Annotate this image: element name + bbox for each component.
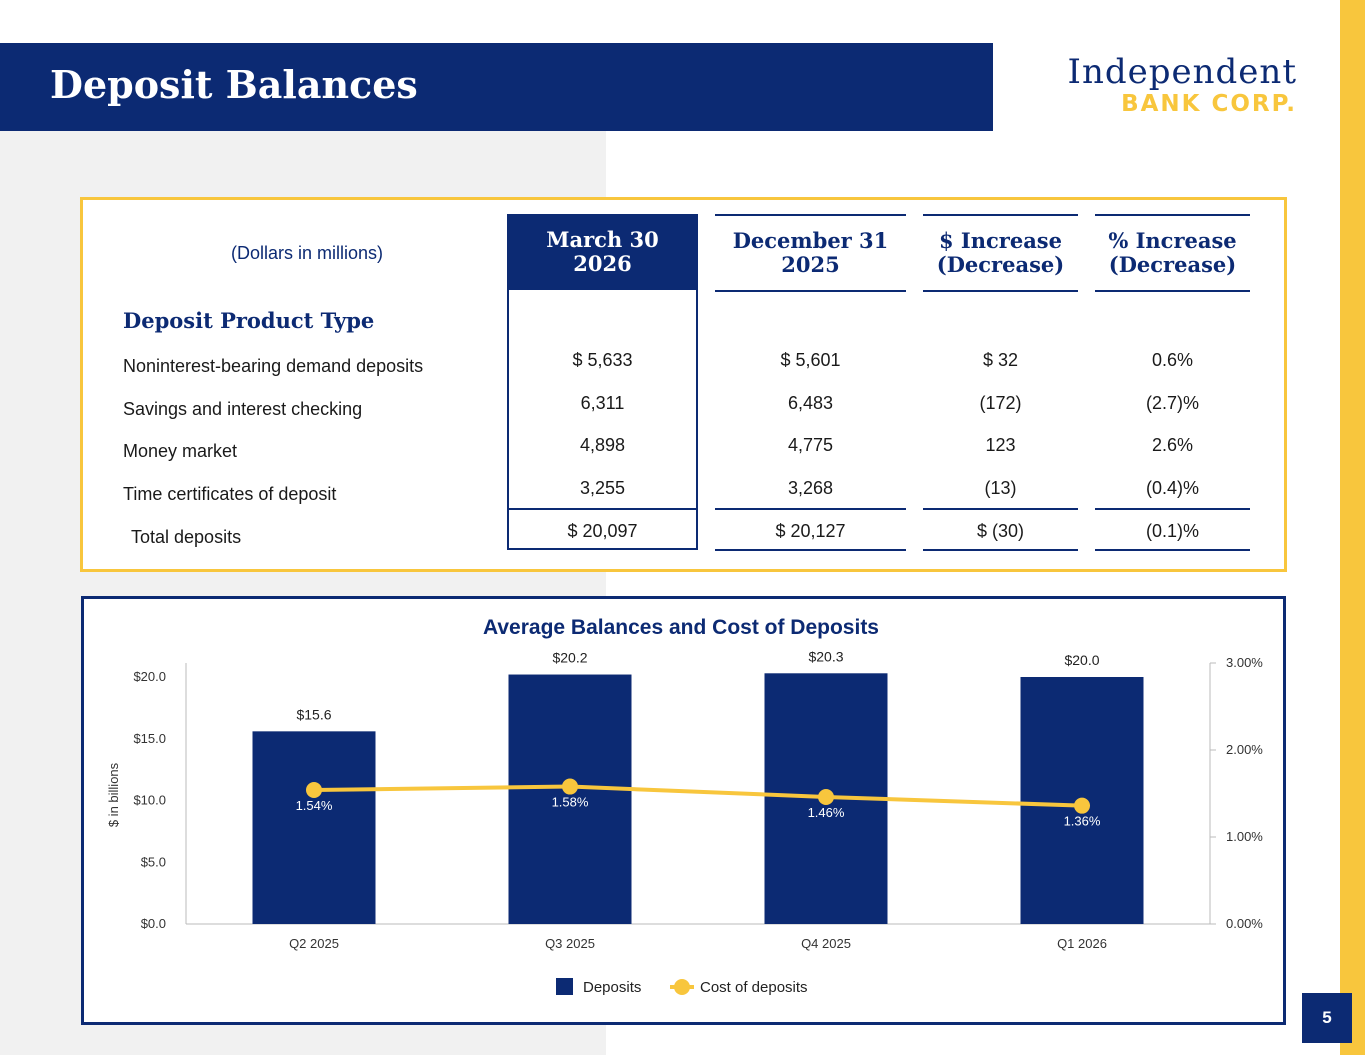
- table-cell: $ 32: [982, 350, 1019, 370]
- table-cell: 2.6%: [1151, 435, 1194, 455]
- table-cell-total: (0.1)%: [1145, 521, 1199, 541]
- legend-label-deposits: Deposits: [583, 979, 641, 996]
- deposit-bar: [252, 731, 376, 924]
- cost-of-deposits-point: [818, 788, 834, 805]
- logo-wordmark: Independent: [1067, 52, 1297, 92]
- cost-of-deposits-point: [1074, 797, 1090, 814]
- table-cell: 6,483: [787, 393, 834, 413]
- total-rule: [923, 508, 1078, 510]
- row-label-noninterest: Noninterest-bearing demand deposits: [123, 356, 424, 376]
- bar-data-label: $20.3: [808, 648, 843, 664]
- title-bar: [0, 43, 993, 131]
- accent-stripe: [1340, 0, 1365, 1055]
- deposit-bar: [508, 674, 632, 924]
- bar-data-label: $15.6: [296, 706, 331, 722]
- total-rule: [715, 508, 906, 510]
- cost-of-deposits-line: [313, 784, 1083, 808]
- table-cell: 3,255: [579, 478, 626, 498]
- table-cell: 123: [985, 435, 1016, 455]
- row-label-total: Total deposits: [131, 527, 242, 547]
- row-label-money-market: Money market: [123, 441, 238, 461]
- y2-tick-label: 3.00%: [1226, 655, 1263, 670]
- units-note: (Dollars in millions): [230, 243, 384, 263]
- table-cell: (0.4)%: [1145, 478, 1199, 498]
- table-cell: (13): [984, 478, 1017, 498]
- bar-data-label: $20.0: [1064, 652, 1099, 668]
- bar-data-label: $20.2: [552, 650, 587, 666]
- y-tick-label: $20.0: [133, 669, 166, 684]
- total-rule: [507, 508, 698, 510]
- cost-of-deposits-point: [306, 782, 322, 799]
- total-rule: [1095, 508, 1250, 510]
- legend-label-cost: Cost of deposits: [700, 979, 808, 996]
- table-cell: (172): [979, 393, 1022, 413]
- x-tick-label: Q4 2025: [801, 936, 851, 951]
- table-cell: 4,898: [579, 435, 626, 455]
- line-data-label: 1.36%: [1064, 814, 1101, 829]
- row-label-time-certificates: Time certificates of deposit: [123, 484, 337, 504]
- page-number: 5: [1302, 993, 1352, 1043]
- table-cell-total: $ 20,127: [775, 521, 846, 541]
- column-header-dollar-change: $ Increase (Decrease): [923, 214, 1078, 292]
- y-axis-label: $ in billions: [106, 762, 121, 827]
- legend-swatch-deposits: [556, 978, 573, 995]
- table-cell: 3,268: [787, 478, 834, 498]
- x-tick-label: Q3 2025: [545, 936, 595, 951]
- cost-of-deposits-point: [562, 778, 578, 795]
- table-cell: (2.7)%: [1145, 393, 1199, 413]
- company-logo: Independent BANK CORP.: [1068, 52, 1297, 118]
- y-tick-label: $0.0: [141, 916, 166, 931]
- line-data-label: 1.58%: [552, 795, 589, 810]
- legend-swatch-cost-marker: [674, 979, 690, 995]
- column-header-percent-change: % Increase (Decrease): [1095, 214, 1250, 292]
- y-tick-label: $10.0: [133, 793, 166, 808]
- line-data-label: 1.46%: [808, 805, 845, 820]
- column-header-december-2025: December 31 2025: [715, 214, 906, 292]
- total-rule: [1095, 549, 1250, 551]
- y-tick-label: $5.0: [141, 854, 166, 869]
- y2-tick-label: 2.00%: [1226, 742, 1263, 757]
- column-header-march-2026: March 30 2026: [507, 214, 698, 290]
- section-label: Deposit Product Type: [123, 308, 375, 333]
- table-cell: $ 5,601: [780, 350, 841, 370]
- table-cell-total: $ 20,097: [567, 521, 638, 541]
- table-cell: 6,311: [580, 393, 625, 413]
- table-cell: 4,775: [787, 435, 834, 455]
- line-data-label: 1.54%: [296, 798, 333, 813]
- x-tick-label: Q2 2025: [289, 936, 339, 951]
- chart-title: Average Balances and Cost of Deposits: [483, 616, 879, 639]
- x-tick-label: Q1 2026: [1057, 936, 1107, 951]
- total-rule: [715, 549, 906, 551]
- y2-tick-label: 1.00%: [1226, 829, 1263, 844]
- table-cell-total: $ (30): [976, 521, 1025, 541]
- table-cell: $ 5,633: [572, 350, 633, 370]
- total-rule: [923, 549, 1078, 551]
- y-tick-label: $15.0: [133, 731, 166, 746]
- logo-subtitle: BANK CORP.: [1121, 91, 1297, 117]
- y2-tick-label: 0.00%: [1226, 916, 1263, 931]
- row-label-savings: Savings and interest checking: [123, 399, 363, 419]
- page-title: Deposit Balances: [50, 62, 418, 107]
- table-cell: 0.6%: [1151, 350, 1194, 370]
